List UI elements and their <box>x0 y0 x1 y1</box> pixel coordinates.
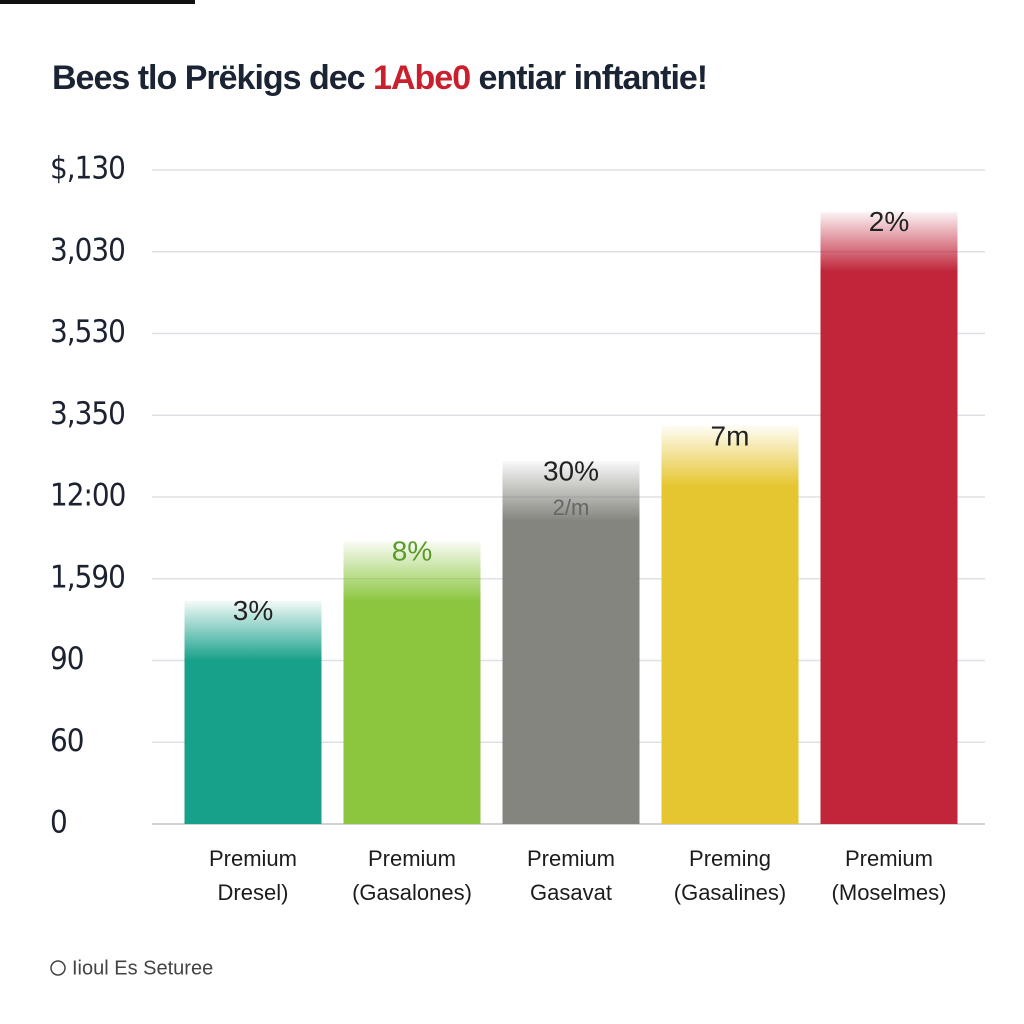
y-tick-label: 90 <box>50 641 83 677</box>
bar <box>661 425 799 824</box>
x-tick-label: Gasavat <box>530 880 612 905</box>
y-tick-label: $,130 <box>50 151 125 187</box>
bar-label: 8% <box>392 536 432 567</box>
bar <box>820 211 958 824</box>
x-tick-label: Premium <box>209 846 297 871</box>
x-tick-label: Premium <box>527 846 615 871</box>
x-tick-label: Premium <box>845 846 933 871</box>
x-tick-label: (Gasalines) <box>674 880 786 905</box>
y-tick-label: 3,530 <box>50 314 125 350</box>
top-rule <box>0 0 195 4</box>
bar-label: 2% <box>869 206 909 237</box>
x-tick-label: Dresel) <box>218 880 289 905</box>
bar <box>184 600 322 824</box>
x-tick-label: Preming <box>689 846 771 871</box>
bar-label: 7m <box>711 420 750 451</box>
y-tick-label: 0 <box>50 805 67 841</box>
bar-annotation: 2/m <box>553 495 590 520</box>
chart-title: Bees tlo Prëkigs dec 1Abe0 entiar inftan… <box>52 59 707 97</box>
source-icon <box>50 960 66 976</box>
y-tick-label: 1,590 <box>50 559 125 595</box>
bar-label: 30% <box>543 455 599 486</box>
y-tick-label: 3,030 <box>50 232 125 268</box>
y-tick-label: 60 <box>50 723 83 759</box>
y-tick-label: 3,350 <box>50 396 125 432</box>
bar <box>502 461 640 824</box>
x-tick-label: Premium <box>368 846 456 871</box>
x-tick-label: (Gasalones) <box>352 880 472 905</box>
bar <box>343 541 481 824</box>
title-part: 1Abe0 <box>373 59 470 97</box>
bar-label: 3% <box>233 595 273 626</box>
source: Iioul Es Seturee <box>72 957 213 979</box>
title-part: entiar inftantie! <box>470 59 707 97</box>
x-tick-label: (Moselmes) <box>832 880 947 905</box>
y-tick-label: 12:00 <box>50 478 125 514</box>
title-part: Bees tlo Prëkigs dec <box>52 59 373 97</box>
